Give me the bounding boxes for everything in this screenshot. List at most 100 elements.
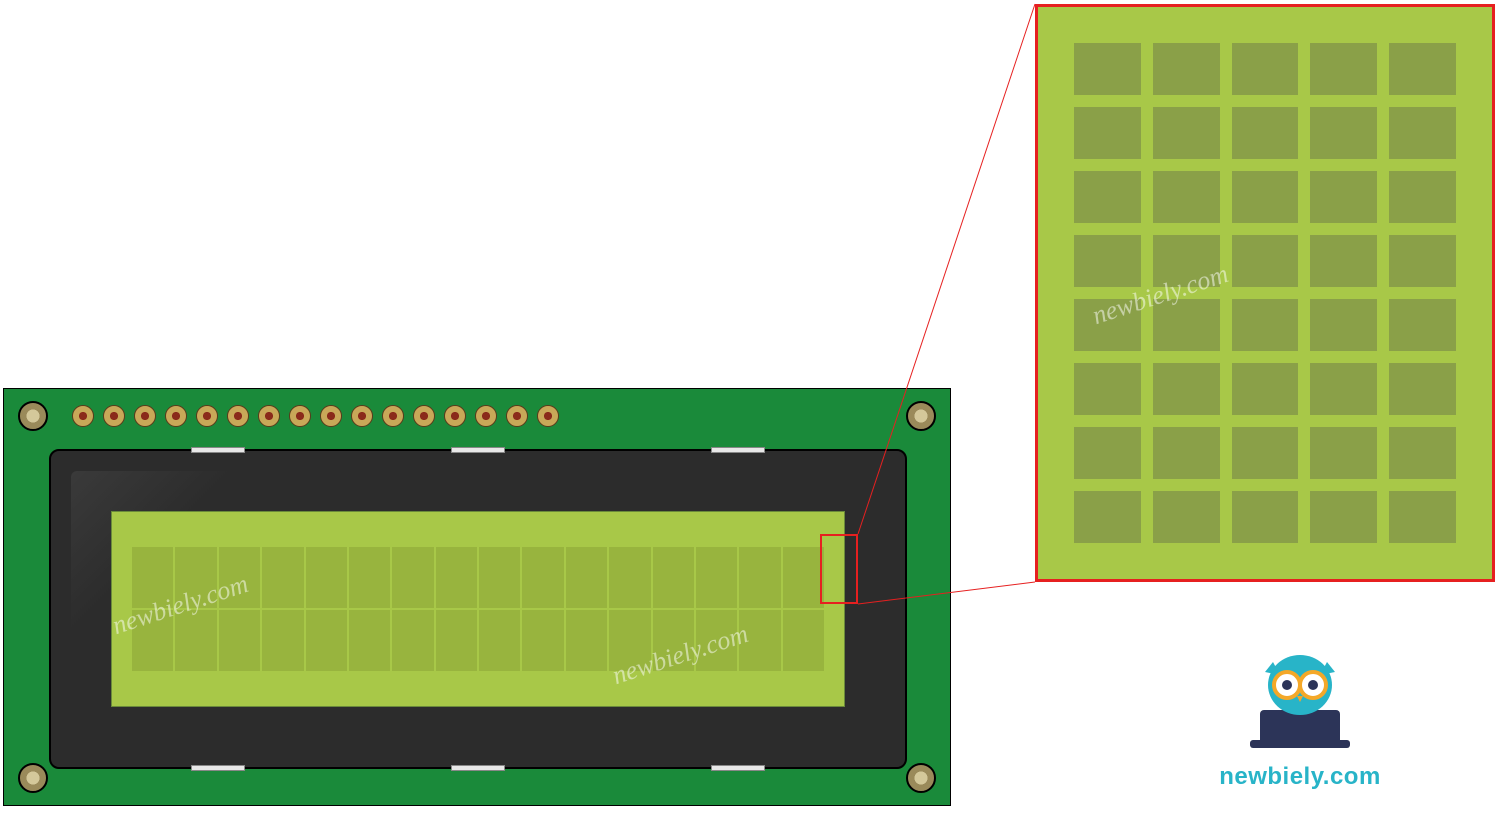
character-cell: [306, 547, 347, 608]
pixel-cell: [1310, 491, 1377, 543]
pin-header-row: [72, 405, 559, 427]
bezel-clip: [451, 447, 505, 453]
pixel-cell: [1232, 491, 1299, 543]
character-cell: [566, 610, 607, 671]
character-cell: [219, 547, 260, 608]
character-cell: [609, 610, 650, 671]
character-cell: [436, 547, 477, 608]
bezel-clip: [711, 765, 765, 771]
pixel-cell: [1153, 107, 1220, 159]
pixel-cell: [1232, 235, 1299, 287]
header-pin: [196, 405, 218, 427]
character-cell: [349, 610, 390, 671]
character-cell: [566, 547, 607, 608]
pixel-cell: [1389, 235, 1456, 287]
pixel-cell: [1074, 363, 1141, 415]
pixel-cell: [1153, 299, 1220, 351]
pixel-zoom-panel: [1035, 4, 1495, 582]
mounting-hole: [18, 401, 48, 431]
lcd-screen: [111, 511, 845, 707]
pixel-cell: [1389, 363, 1456, 415]
brand-text: newbiely.com: [1200, 763, 1400, 791]
header-pin: [537, 405, 559, 427]
character-cell: [783, 547, 824, 608]
pixel-cell: [1310, 171, 1377, 223]
bezel-clip: [711, 447, 765, 453]
character-cell: [522, 610, 563, 671]
pixel-cell: [1074, 107, 1141, 159]
character-cell: [783, 610, 824, 671]
character-cell: [306, 610, 347, 671]
pixel-cell: [1310, 235, 1377, 287]
character-grid: [132, 547, 824, 671]
character-cell: [739, 547, 780, 608]
header-pin: [227, 405, 249, 427]
character-cell: [609, 547, 650, 608]
character-cell: [132, 547, 173, 608]
pixel-cell: [1153, 171, 1220, 223]
character-cell: [479, 610, 520, 671]
pixel-cell: [1232, 299, 1299, 351]
pixel-cell: [1389, 171, 1456, 223]
pixel-cell: [1389, 427, 1456, 479]
bezel-inner: [71, 471, 885, 747]
header-pin: [72, 405, 94, 427]
header-pin: [289, 405, 311, 427]
character-cell: [653, 547, 694, 608]
lcd-bezel: [49, 449, 907, 769]
lcd-pcb: [3, 388, 951, 806]
pixel-cell: [1232, 43, 1299, 95]
header-pin: [413, 405, 435, 427]
character-cell: [696, 547, 737, 608]
header-pin: [134, 405, 156, 427]
header-pin: [444, 405, 466, 427]
character-cell: [479, 547, 520, 608]
pixel-cell: [1153, 363, 1220, 415]
bezel-clip: [191, 765, 245, 771]
pixel-cell: [1232, 427, 1299, 479]
header-pin: [165, 405, 187, 427]
pixel-cell: [1232, 171, 1299, 223]
pixel-cell: [1074, 491, 1141, 543]
header-pin: [320, 405, 342, 427]
bezel-clip: [191, 447, 245, 453]
pixel-cell: [1310, 427, 1377, 479]
mounting-hole: [906, 401, 936, 431]
pixel-cell: [1074, 299, 1141, 351]
character-cell: [392, 610, 433, 671]
character-cell: [436, 610, 477, 671]
header-pin: [382, 405, 404, 427]
pixel-cell: [1389, 491, 1456, 543]
pixel-cell: [1232, 363, 1299, 415]
header-pin: [103, 405, 125, 427]
pixel-cell: [1389, 43, 1456, 95]
character-cell: [739, 610, 780, 671]
pixel-cell: [1310, 299, 1377, 351]
character-cell: [522, 547, 563, 608]
character-cell: [653, 610, 694, 671]
pixel-cell: [1310, 363, 1377, 415]
pixel-cell: [1389, 299, 1456, 351]
mounting-hole: [18, 763, 48, 793]
pixel-cell: [1074, 427, 1141, 479]
owl-icon: [1235, 640, 1365, 750]
character-cell: [262, 610, 303, 671]
lcd-module: [3, 388, 951, 806]
character-cell: [262, 547, 303, 608]
pixel-cell: [1310, 43, 1377, 95]
character-cell: [349, 547, 390, 608]
pixel-cell: [1389, 107, 1456, 159]
character-cell: [132, 610, 173, 671]
pixel-cell: [1074, 235, 1141, 287]
pixel-cell: [1153, 427, 1220, 479]
pixel-cell: [1232, 107, 1299, 159]
bezel-clip: [451, 765, 505, 771]
pixel-cell: [1074, 43, 1141, 95]
pixel-cell: [1074, 171, 1141, 223]
header-pin: [351, 405, 373, 427]
character-cell: [175, 547, 216, 608]
mounting-hole: [906, 763, 936, 793]
header-pin: [258, 405, 280, 427]
character-cell: [219, 610, 260, 671]
brand-logo: newbiely.com: [1200, 640, 1400, 791]
